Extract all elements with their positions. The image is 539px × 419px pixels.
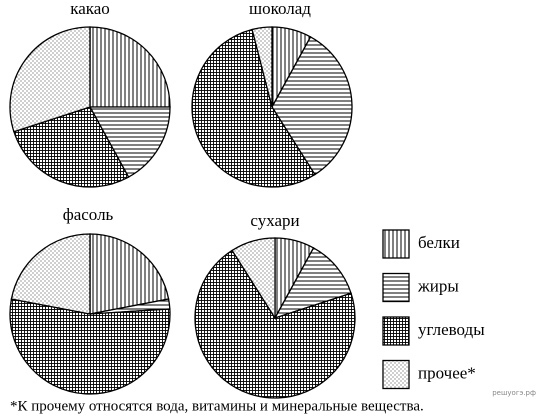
pie-slice bbox=[273, 247, 352, 320]
pie-slice bbox=[89, 233, 170, 315]
pie-slice bbox=[89, 26, 171, 108]
pie-slice bbox=[9, 26, 91, 133]
legend-swatch bbox=[382, 272, 410, 303]
pie-title: фасоль bbox=[63, 205, 114, 224]
pie-slice bbox=[194, 249, 356, 399]
pie-title: какао bbox=[70, 0, 110, 18]
footnote: *К прочему относятся вода, витамины и ми… bbox=[10, 398, 424, 414]
legend-label: прочее* bbox=[418, 363, 476, 382]
pie-slice bbox=[13, 106, 130, 188]
legend-label: жиры bbox=[417, 276, 459, 295]
pie-title: шоколад bbox=[249, 0, 311, 18]
pie-slice bbox=[9, 298, 171, 395]
legend-swatch bbox=[382, 229, 410, 259]
watermark: решуогэ.рф bbox=[492, 389, 536, 397]
legend-swatch bbox=[382, 316, 410, 346]
pie-title: сухари bbox=[250, 211, 299, 230]
pie-slice bbox=[231, 237, 276, 321]
legend-label: белки bbox=[418, 233, 460, 252]
legend-swatch bbox=[382, 359, 410, 390]
pie-slice bbox=[251, 26, 273, 108]
legend-label: углеводы bbox=[418, 320, 485, 339]
pie-slice bbox=[10, 233, 91, 315]
pie-slice bbox=[191, 28, 316, 188]
pie-slice bbox=[88, 106, 171, 178]
pie-slice bbox=[271, 36, 353, 176]
